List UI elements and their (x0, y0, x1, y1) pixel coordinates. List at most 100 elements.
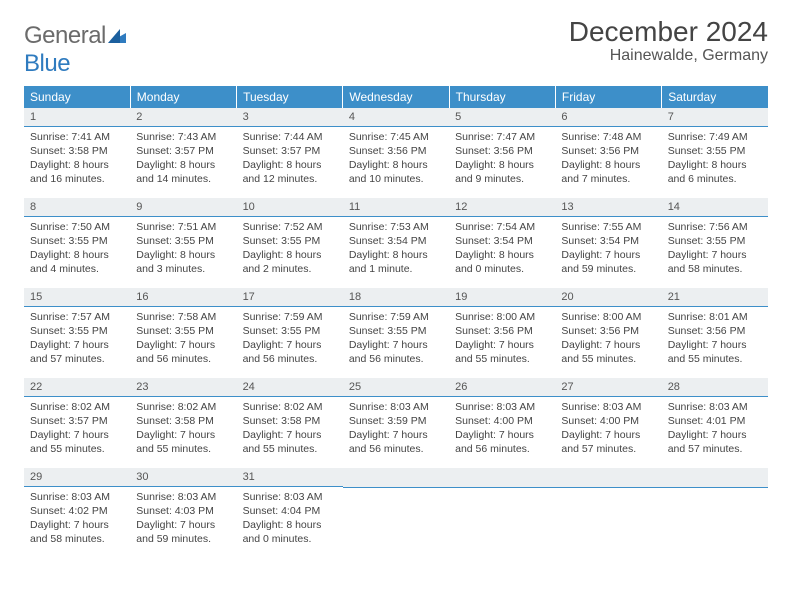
day-cell (555, 467, 661, 557)
day-body: Sunrise: 7:56 AMSunset: 3:55 PMDaylight:… (662, 217, 768, 281)
sunrise-text: Sunrise: 8:02 AM (30, 400, 124, 414)
daylight-text: and 59 minutes. (136, 532, 230, 546)
daylight-text: Daylight: 7 hours (243, 338, 337, 352)
day-number: 22 (24, 378, 130, 397)
weekday-header: Wednesday (343, 86, 449, 108)
day-cell: 28Sunrise: 8:03 AMSunset: 4:01 PMDayligh… (662, 377, 768, 467)
day-cell: 18Sunrise: 7:59 AMSunset: 3:55 PMDayligh… (343, 287, 449, 377)
daylight-text: and 6 minutes. (668, 172, 762, 186)
day-number: 30 (130, 468, 236, 487)
week-row: 1Sunrise: 7:41 AMSunset: 3:58 PMDaylight… (24, 108, 768, 197)
daylight-text: Daylight: 8 hours (243, 158, 337, 172)
daylight-text: and 56 minutes. (455, 442, 549, 456)
title-month: December 2024 (569, 18, 768, 46)
day-cell: 22Sunrise: 8:02 AMSunset: 3:57 PMDayligh… (24, 377, 130, 467)
sunset-text: Sunset: 3:56 PM (561, 324, 655, 338)
day-body: Sunrise: 8:00 AMSunset: 3:56 PMDaylight:… (449, 307, 555, 371)
day-cell: 14Sunrise: 7:56 AMSunset: 3:55 PMDayligh… (662, 197, 768, 287)
sunrise-text: Sunrise: 7:56 AM (668, 220, 762, 234)
day-number: 18 (343, 288, 449, 307)
sunset-text: Sunset: 3:54 PM (455, 234, 549, 248)
daylight-text: and 56 minutes. (349, 442, 443, 456)
calendar-head: Sunday Monday Tuesday Wednesday Thursday… (24, 86, 768, 108)
daylight-text: and 0 minutes. (243, 532, 337, 546)
day-number: 14 (662, 198, 768, 217)
sunset-text: Sunset: 3:57 PM (136, 144, 230, 158)
weekday-header: Friday (555, 86, 661, 108)
day-number: 17 (237, 288, 343, 307)
day-body: Sunrise: 8:03 AMSunset: 4:04 PMDaylight:… (237, 487, 343, 551)
daylight-text: and 56 minutes. (136, 352, 230, 366)
sunrise-text: Sunrise: 7:58 AM (136, 310, 230, 324)
day-cell: 4Sunrise: 7:45 AMSunset: 3:56 PMDaylight… (343, 108, 449, 197)
daylight-text: Daylight: 7 hours (136, 338, 230, 352)
sunset-text: Sunset: 3:57 PM (30, 414, 124, 428)
day-body: Sunrise: 7:54 AMSunset: 3:54 PMDaylight:… (449, 217, 555, 281)
day-cell: 20Sunrise: 8:00 AMSunset: 3:56 PMDayligh… (555, 287, 661, 377)
day-cell: 23Sunrise: 8:02 AMSunset: 3:58 PMDayligh… (130, 377, 236, 467)
sunrise-text: Sunrise: 7:45 AM (349, 130, 443, 144)
sunset-text: Sunset: 3:55 PM (349, 324, 443, 338)
week-row: 22Sunrise: 8:02 AMSunset: 3:57 PMDayligh… (24, 377, 768, 467)
sunset-text: Sunset: 3:55 PM (30, 324, 124, 338)
day-number: 19 (449, 288, 555, 307)
sunset-text: Sunset: 3:56 PM (455, 144, 549, 158)
sunset-text: Sunset: 3:56 PM (455, 324, 549, 338)
day-cell: 30Sunrise: 8:03 AMSunset: 4:03 PMDayligh… (130, 467, 236, 557)
daylight-text: Daylight: 7 hours (561, 338, 655, 352)
day-cell: 26Sunrise: 8:03 AMSunset: 4:00 PMDayligh… (449, 377, 555, 467)
daylight-text: and 55 minutes. (30, 442, 124, 456)
day-cell: 25Sunrise: 8:03 AMSunset: 3:59 PMDayligh… (343, 377, 449, 467)
day-cell: 17Sunrise: 7:59 AMSunset: 3:55 PMDayligh… (237, 287, 343, 377)
daylight-text: Daylight: 7 hours (243, 428, 337, 442)
sunrise-text: Sunrise: 8:03 AM (349, 400, 443, 414)
daylight-text: and 55 minutes. (561, 352, 655, 366)
daylight-text: Daylight: 7 hours (455, 338, 549, 352)
logo-mark-icon (108, 22, 126, 49)
day-body: Sunrise: 8:03 AMSunset: 4:00 PMDaylight:… (555, 397, 661, 461)
daylight-text: and 59 minutes. (561, 262, 655, 276)
day-cell: 13Sunrise: 7:55 AMSunset: 3:54 PMDayligh… (555, 197, 661, 287)
sunrise-text: Sunrise: 8:02 AM (243, 400, 337, 414)
day-number: 28 (662, 378, 768, 397)
day-cell: 15Sunrise: 7:57 AMSunset: 3:55 PMDayligh… (24, 287, 130, 377)
day-cell: 1Sunrise: 7:41 AMSunset: 3:58 PMDaylight… (24, 108, 130, 197)
day-cell: 3Sunrise: 7:44 AMSunset: 3:57 PMDaylight… (237, 108, 343, 197)
sunset-text: Sunset: 3:57 PM (243, 144, 337, 158)
day-body: Sunrise: 7:41 AMSunset: 3:58 PMDaylight:… (24, 127, 130, 191)
day-cell: 27Sunrise: 8:03 AMSunset: 4:00 PMDayligh… (555, 377, 661, 467)
day-number (343, 468, 449, 488)
day-number: 29 (24, 468, 130, 487)
day-cell: 12Sunrise: 7:54 AMSunset: 3:54 PMDayligh… (449, 197, 555, 287)
daylight-text: Daylight: 8 hours (455, 158, 549, 172)
day-number: 9 (130, 198, 236, 217)
page-header: General Blue December 2024 Hainewalde, G… (24, 18, 768, 78)
daylight-text: Daylight: 7 hours (30, 518, 124, 532)
day-body: Sunrise: 7:45 AMSunset: 3:56 PMDaylight:… (343, 127, 449, 191)
daylight-text: and 57 minutes. (668, 442, 762, 456)
daylight-text: Daylight: 8 hours (349, 248, 443, 262)
daylight-text: and 9 minutes. (455, 172, 549, 186)
logo-text-general: General (24, 22, 106, 49)
day-number: 31 (237, 468, 343, 487)
daylight-text: and 55 minutes. (243, 442, 337, 456)
day-body: Sunrise: 7:48 AMSunset: 3:56 PMDaylight:… (555, 127, 661, 191)
sunset-text: Sunset: 3:58 PM (243, 414, 337, 428)
sunset-text: Sunset: 3:54 PM (561, 234, 655, 248)
day-cell (662, 467, 768, 557)
sunrise-text: Sunrise: 8:03 AM (30, 490, 124, 504)
sunset-text: Sunset: 4:04 PM (243, 504, 337, 518)
day-number: 26 (449, 378, 555, 397)
daylight-text: and 55 minutes. (668, 352, 762, 366)
day-cell: 16Sunrise: 7:58 AMSunset: 3:55 PMDayligh… (130, 287, 236, 377)
daylight-text: and 55 minutes. (455, 352, 549, 366)
day-number (449, 468, 555, 488)
day-cell: 6Sunrise: 7:48 AMSunset: 3:56 PMDaylight… (555, 108, 661, 197)
daylight-text: Daylight: 7 hours (668, 428, 762, 442)
weekday-header: Tuesday (237, 86, 343, 108)
sunrise-text: Sunrise: 8:03 AM (243, 490, 337, 504)
daylight-text: and 58 minutes. (30, 532, 124, 546)
day-cell (343, 467, 449, 557)
sunset-text: Sunset: 3:58 PM (30, 144, 124, 158)
day-number: 10 (237, 198, 343, 217)
